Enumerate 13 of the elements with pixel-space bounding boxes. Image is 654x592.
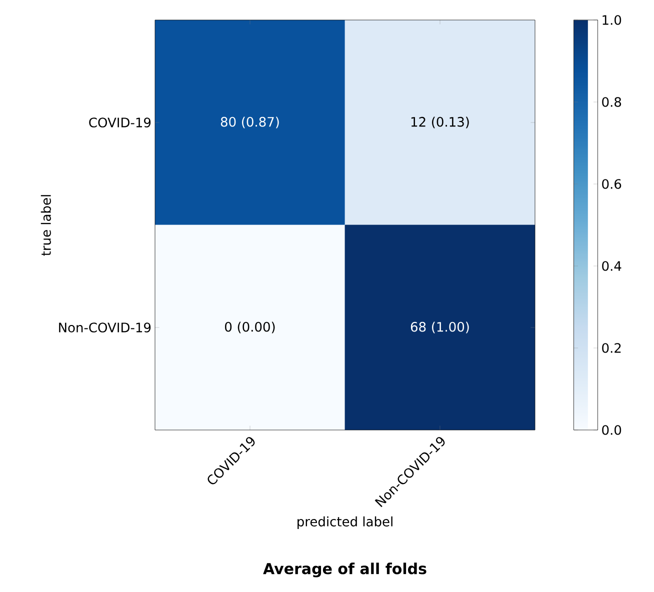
color-bar-label: 1.0	[602, 15, 622, 25]
data-label: 68 (1.00)	[410, 322, 469, 334]
data-label: 0 (0.00)	[225, 322, 275, 334]
color-bar-label: 0.8	[602, 97, 622, 107]
data-label: 80 (0.87)	[220, 116, 279, 128]
text: Average of all folds	[263, 562, 426, 578]
color-bar-label: 0.4	[602, 261, 622, 271]
y-axis-title: true label	[40, 195, 51, 256]
color-bar-label: 0.2	[602, 343, 621, 353]
data-label: 12 (0.13)	[411, 116, 469, 128]
x-axis-title: predicted label	[298, 516, 392, 529]
color-bar-label: 0.0	[602, 425, 622, 435]
color-bar-label: 0.6	[602, 179, 622, 189]
